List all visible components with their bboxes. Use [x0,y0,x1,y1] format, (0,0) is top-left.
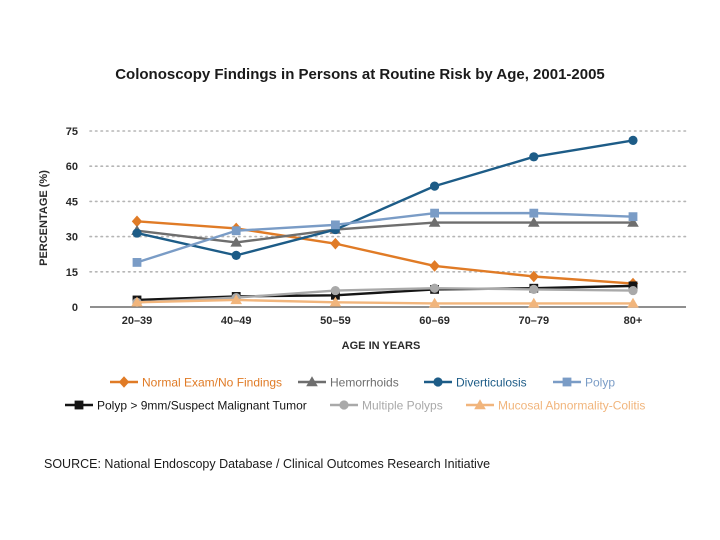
data-point [628,285,638,296]
legend-marker [306,376,318,387]
data-point [628,281,638,291]
data-point [430,208,439,218]
data-point [529,208,539,218]
x-tick-label: 80+ [624,315,643,327]
legend-label: Mucosal Abnormality-Colitis [498,399,645,413]
series-line [136,221,633,244]
legend-label: Polyp > 9mm/Suspect Malignant Tumor [97,399,307,413]
series-hemorrhoids [131,216,639,247]
data-point [330,237,341,250]
data-point [528,216,540,227]
data-point [231,250,241,260]
data-point [628,212,638,222]
series-line [136,139,634,257]
y-tick-label: 75 [66,126,78,138]
series-line [136,284,634,302]
data-point [528,270,539,283]
data-point [231,226,241,236]
series-line [136,211,634,264]
legend-marker [474,399,486,410]
data-point [329,296,342,307]
data-point [132,228,142,238]
legend-item: Normal Exam/No Findings [110,376,282,390]
legend-marker [339,400,349,410]
data-point [428,297,441,308]
data-point [430,283,440,293]
series [131,135,639,308]
source-note: SOURCE: National Endoscopy Database / Cl… [44,457,491,471]
legend-label: Normal Exam/No Findings [142,376,282,390]
data-point [429,260,440,272]
series-line [136,220,634,285]
legend-label: Hemorrhoids [330,376,399,390]
legend-item: Polyp > 9mm/Suspect Malignant Tumor [65,399,307,413]
data-point [529,152,539,162]
x-tick-label: 40–49 [221,315,252,327]
series-line [136,287,634,304]
legend-marker [433,377,443,387]
data-point [528,297,540,308]
legend-item: Multiple Polyps [330,399,443,413]
data-point [529,284,539,294]
legend: Normal Exam/No Findings Hemorrhoids Divert… [65,376,645,413]
series-polyp [132,208,638,267]
data-point [230,236,242,247]
data-point [330,285,340,296]
legend-marker [562,377,572,387]
legend-item: Polyp [553,376,615,390]
legend-item: Diverticulosis [424,376,527,390]
y-tick-label: 45 [66,196,78,208]
data-point [132,258,142,267]
data-point [331,220,340,230]
series-mucosal-abnormality-colitis [131,294,639,308]
x-tick-label: 20–39 [122,315,153,327]
y-tick-label: 30 [66,232,78,244]
y-axis-title: PERCENTAGE (%) [38,170,50,266]
x-tick-label: 50–59 [320,315,351,327]
y-tick-label: 60 [66,161,78,173]
data-point [430,181,440,191]
data-point [131,215,143,228]
x-axis-title: AGE IN YEARS [342,340,421,352]
data-point [428,216,441,227]
legend-label: Diverticulosis [456,376,527,390]
y-tick-label: 15 [66,267,78,279]
legend-label: Multiple Polyps [362,399,443,413]
legend-marker [74,400,84,410]
axes: 75 60 45 30 15 0 20–39 40–49 50–59 60–69 70–79 80+ [66,126,686,327]
series-diverticulosis [132,135,638,260]
legend-item: Hemorrhoids [298,376,399,390]
legend-label: Polyp [585,376,615,390]
grid-lines [89,130,687,273]
series-line [136,298,633,305]
x-tick-label: 60–69 [419,315,450,327]
y-tick-label: 0 [72,302,78,314]
data-point [131,296,143,307]
chart-title: Colonoscopy Findings in Persons at Routi… [115,66,605,83]
data-point [628,135,638,145]
legend-marker [118,376,130,388]
legend-item: Mucosal Abnormality-Colitis [466,399,645,413]
data-point [230,294,242,305]
data-point [331,290,340,300]
data-point [627,297,639,308]
x-tick-label: 70–79 [519,315,550,327]
data-point [627,216,639,227]
